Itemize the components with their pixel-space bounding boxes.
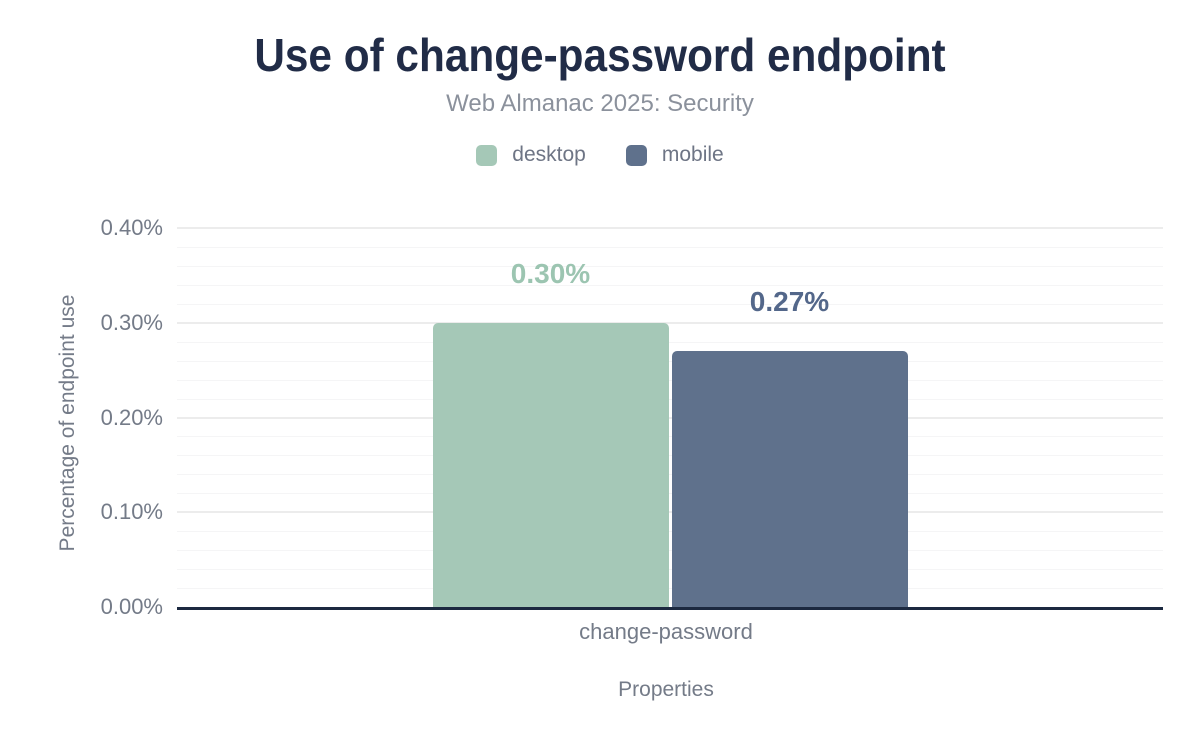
gridline-major [177,511,1163,514]
y-tick-label: 0.10% [100,499,163,525]
gridline-minor [177,341,1163,343]
chart-title: Use of change-password endpoint [254,29,946,81]
bar-mobile[interactable] [671,351,908,609]
gridline-major [177,416,1163,419]
gridline-minor [177,398,1163,400]
gridline-minor [177,265,1163,267]
gridline-minor [177,246,1163,248]
y-tick-label: 0.40% [100,215,163,240]
x-tick-label: change-password [579,619,753,644]
gridline-minor [177,474,1163,476]
legend-label-desktop: desktop [512,143,586,166]
y-tick-label: 0.30% [100,309,163,335]
gridline-minor [177,360,1163,362]
y-tick-label: 0.20% [100,404,163,430]
gridline-minor [177,493,1163,495]
gridline-major [177,321,1163,324]
x-axis-title: Properties [618,678,714,701]
legend-label-mobile: mobile [661,143,724,166]
legend-swatch-mobile [625,144,647,166]
gridline-minor [177,436,1163,438]
y-tick-label: 0.00% [100,594,163,619]
legend-item-mobile[interactable]: mobile [625,143,724,167]
gridline-minor [177,531,1163,533]
gridline-major [177,227,1163,229]
gridline-minor [177,284,1163,286]
y-axis-title: Percentage of endpoint use [56,294,79,552]
x-axis-line [177,607,1163,610]
gridline-minor [177,379,1163,381]
gridline-minor [177,303,1163,305]
legend-item-desktop[interactable]: desktop [476,143,586,167]
gridline-minor [177,588,1163,590]
gridline-minor [177,455,1163,457]
bar-desktop[interactable] [432,322,669,609]
bar-value-label-mobile: 0.27% [749,286,830,318]
gridline-minor [177,550,1163,552]
chart-subtitle: Web Almanac 2025: Security [446,90,754,117]
bar-value-label-desktop: 0.30% [510,257,591,289]
legend: desktop mobile [0,143,1200,167]
gridline-minor [177,569,1163,571]
legend-swatch-desktop [476,144,498,166]
